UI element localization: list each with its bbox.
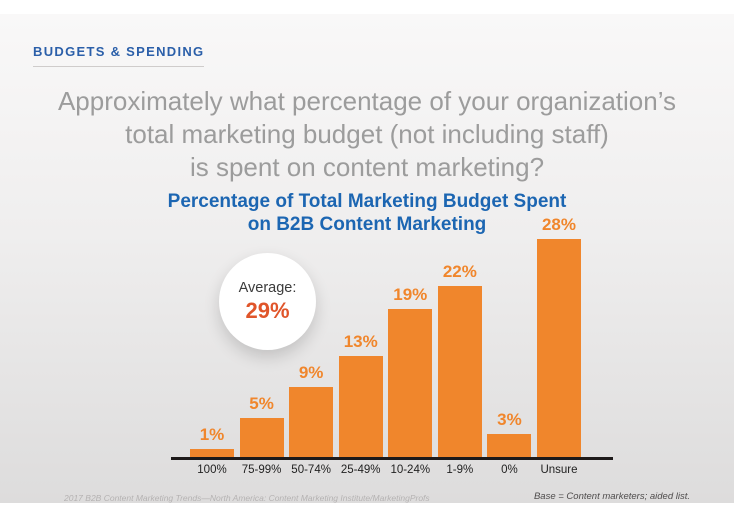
survey-question: Approximately what percentage of your or… (0, 85, 734, 184)
x-axis-tick-labels: 100% 75-99% 50-74% 25-49% 10-24% 1-9% 0% Unsure (171, 464, 613, 478)
x-tick-label: 10-24% (390, 464, 431, 476)
bar-value-label: 19% (393, 285, 428, 304)
bar-value-label: 9% (298, 363, 324, 382)
bar (388, 309, 433, 457)
chart-title: Percentage of Total Marketing Budget Spe… (0, 190, 734, 236)
bar (437, 286, 482, 457)
bar-group-10-24%: 19% (388, 237, 433, 457)
bar-value-label: 13% (343, 332, 378, 351)
bar-group-Unsure: 28% (536, 215, 581, 457)
x-tick-label: 1-9% (446, 464, 474, 476)
bar-group-25-49%: 13% (338, 237, 383, 457)
bar (190, 449, 234, 457)
average-callout-label: Average: (238, 279, 297, 296)
bar (536, 239, 581, 457)
bar (487, 434, 532, 457)
x-tick-label: 100% (197, 464, 227, 476)
slide-background: BUDGETS & SPENDING Approximately what pe… (0, 14, 734, 503)
bar-value-label: 1% (199, 425, 225, 444)
section-kicker: BUDGETS & SPENDING (33, 44, 205, 67)
x-tick-label: 50-74% (291, 464, 331, 476)
bar-group-50-74%: 9% (289, 237, 334, 457)
x-tick-label: 0% (501, 464, 518, 476)
bar-value-label: 3% (497, 410, 522, 429)
x-tick-label: 75-99% (241, 464, 282, 476)
x-axis-line (171, 457, 613, 460)
bar (289, 387, 334, 457)
bar-value-label: 28% (541, 215, 576, 234)
bar (338, 356, 383, 457)
base-note: Base = Content marketers; aided list. (533, 491, 690, 502)
chart-title-line-2: on B2B Content Marketing (247, 214, 487, 235)
source-citation: 2017 B2B Content Marketing Trends—North … (64, 493, 430, 503)
bar (239, 418, 284, 457)
survey-question-line-1: Approximately what percentage of your or… (57, 86, 677, 116)
survey-question-line-2: total marketing budget (not including st… (125, 119, 609, 149)
bar-group-0%: 3% (487, 237, 532, 457)
bar-value-label: 5% (249, 394, 274, 413)
average-callout-value: 29% (245, 297, 290, 323)
bar-group-100%: 1% (190, 237, 234, 457)
x-tick-label: 25-49% (340, 464, 381, 476)
x-tick-label: Unsure (540, 464, 578, 476)
survey-question-line-3: is spent on content marketing? (189, 152, 545, 182)
bar-chart-plot-area: 1% 5% 9% 13% 19% 22% 3% 28% (171, 215, 613, 457)
chart-title-line-1: Percentage of Total Marketing Budget Spe… (167, 191, 567, 212)
bar-value-label: 22% (442, 262, 477, 281)
bar-group-75-99%: 5% (239, 237, 284, 457)
bar-group-1-9%: 22% (437, 237, 482, 457)
average-callout-badge: Average: 29% (219, 253, 316, 350)
